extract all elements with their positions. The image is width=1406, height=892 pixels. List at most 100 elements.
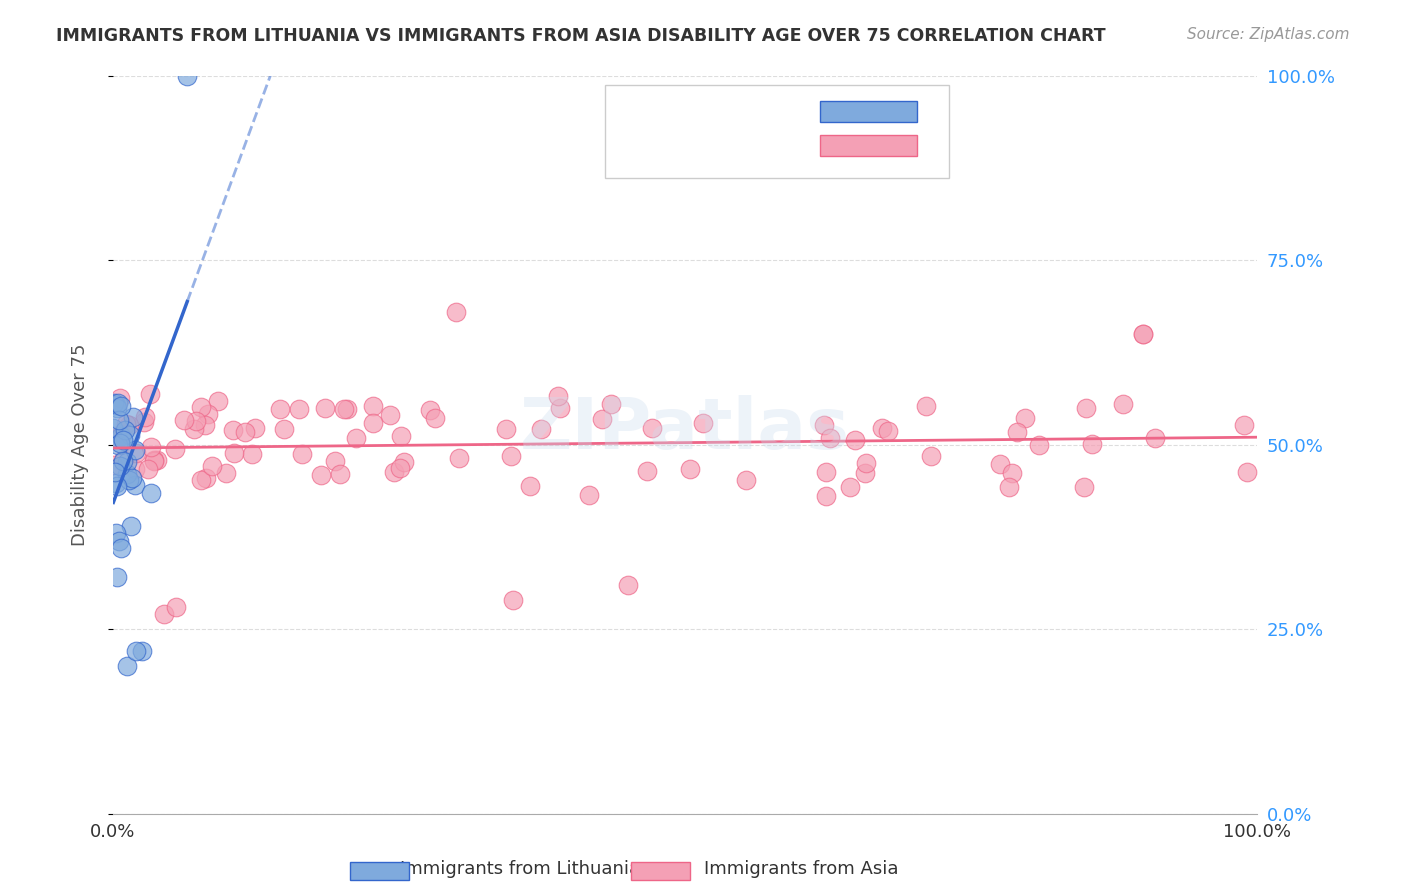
Point (392, 455, 415, 469)
Point (240, 447, 263, 461)
Point (163, 442, 186, 456)
Point (288, 401, 311, 416)
Y-axis label: Disability Age Over 75: Disability Age Over 75 (72, 343, 89, 546)
Text: Immigrants from Asia: Immigrants from Asia (704, 860, 898, 878)
Point (616, 578, 638, 592)
Point (224, 446, 246, 460)
Text: R =: R = (630, 144, 669, 161)
Point (329, 467, 352, 481)
Point (108, 392, 131, 406)
Point (998, 480, 1021, 494)
Point (190, 401, 212, 415)
Text: IMMIGRANTS FROM LITHUANIA VS IMMIGRANTS FROM ASIA DISABILITY AGE OVER 75 CORRELA: IMMIGRANTS FROM LITHUANIA VS IMMIGRANTS … (56, 27, 1107, 45)
Point (110, 427, 132, 442)
Point (107, 570, 129, 584)
Text: 29: 29 (780, 110, 806, 128)
Text: ZIPatlas: ZIPatlas (520, 395, 851, 465)
Point (1000, 466, 1022, 480)
Point (870, 420, 893, 434)
Point (273, 422, 295, 436)
Point (104, 466, 127, 480)
Text: 101: 101 (780, 144, 818, 161)
Point (495, 422, 517, 436)
Text: Source: ZipAtlas.com: Source: ZipAtlas.com (1187, 27, 1350, 42)
Point (233, 425, 256, 440)
Point (141, 486, 163, 500)
Point (449, 451, 471, 466)
Point (814, 489, 837, 503)
Point (124, 442, 146, 457)
Point (118, 473, 141, 487)
Point (107, 533, 129, 548)
Point (110, 429, 132, 443)
Point (105, 398, 128, 412)
Point (103, 396, 125, 410)
Point (361, 400, 384, 414)
Point (1073, 480, 1095, 494)
Point (107, 438, 129, 452)
Point (118, 418, 141, 433)
Point (173, 413, 195, 427)
Point (915, 399, 938, 413)
Point (125, 644, 148, 658)
Text: N =: N = (738, 144, 778, 161)
Point (215, 467, 238, 481)
Point (1144, 431, 1167, 445)
Text: N =: N = (738, 110, 778, 128)
Point (382, 465, 405, 479)
Point (1005, 425, 1028, 439)
Point (578, 488, 600, 502)
Point (679, 462, 702, 476)
Point (110, 399, 132, 413)
Point (519, 479, 541, 493)
Point (110, 541, 132, 555)
Point (108, 435, 131, 450)
Point (692, 416, 714, 430)
Point (110, 429, 132, 443)
Point (111, 454, 134, 468)
Point (194, 418, 217, 433)
Point (107, 431, 129, 445)
Point (201, 458, 224, 473)
Point (336, 401, 359, 416)
Point (499, 449, 522, 463)
Point (115, 455, 138, 469)
Point (138, 462, 160, 476)
Point (988, 457, 1011, 471)
Point (165, 599, 187, 614)
Point (108, 413, 131, 427)
Point (1076, 401, 1098, 415)
Point (105, 401, 128, 416)
Point (115, 467, 138, 481)
Point (323, 453, 346, 467)
Point (1236, 465, 1258, 479)
Point (121, 471, 143, 485)
Point (139, 440, 162, 454)
Point (1132, 326, 1154, 341)
Point (640, 421, 662, 435)
Point (844, 433, 866, 447)
Point (332, 402, 354, 417)
Point (124, 477, 146, 491)
Point (813, 417, 835, 432)
Point (1112, 397, 1135, 411)
Point (121, 410, 143, 425)
Point (114, 423, 136, 437)
Point (183, 422, 205, 436)
Point (153, 607, 176, 622)
Point (599, 397, 621, 411)
Point (1028, 438, 1050, 452)
Point (139, 387, 162, 401)
Point (361, 416, 384, 430)
Point (876, 424, 898, 438)
Point (105, 476, 128, 491)
Point (190, 473, 212, 487)
Point (176, 69, 198, 83)
Point (314, 401, 336, 416)
Point (820, 430, 842, 444)
Point (115, 417, 138, 432)
Point (309, 467, 332, 482)
Text: Immigrants from Lithuania: Immigrants from Lithuania (401, 860, 640, 878)
Point (855, 456, 877, 470)
Point (105, 479, 128, 493)
